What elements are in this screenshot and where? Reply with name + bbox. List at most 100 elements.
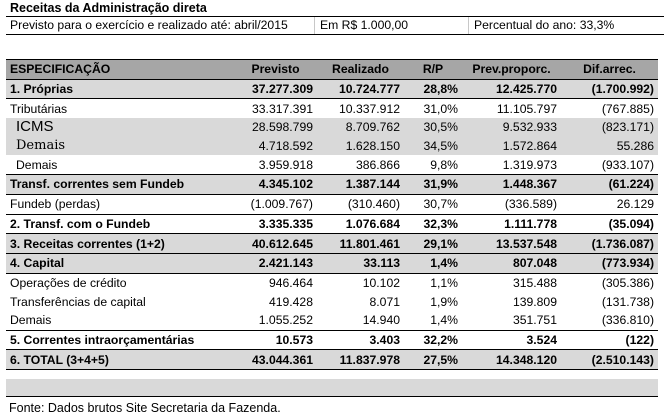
cell-prev-proporc: (336.589) bbox=[462, 194, 561, 215]
cell-prev-proporc: 12.425.770 bbox=[462, 79, 561, 100]
cell-dif-arrec: 26.129 bbox=[561, 194, 658, 215]
table-row: ICMS 28.598.799 8.709.762 30,5% 9.532.93… bbox=[6, 118, 658, 137]
header-realizado: Realizado bbox=[317, 59, 404, 80]
cell-previsto: (1.009.767) bbox=[234, 194, 317, 215]
cell-rp: 29,1% bbox=[404, 233, 462, 254]
cell-prev-proporc: 315.488 bbox=[512, 275, 557, 290]
header-previsto: Previsto bbox=[234, 59, 317, 80]
row-label: 1. Próprias bbox=[6, 79, 234, 100]
cell-prev-proporc: 1.572.864 bbox=[462, 136, 561, 156]
cell-realizado: 1.628.150 bbox=[317, 136, 404, 156]
cell-dif-arrec: (305.386) bbox=[601, 275, 654, 290]
cell-previsto: 10.573 bbox=[234, 330, 317, 351]
table-row: Operações de crédito 946.464 10.102 1,1%… bbox=[6, 273, 658, 292]
cell-dif-arrec: (1.736.087) bbox=[561, 233, 658, 254]
cell-previsto: 1.055.252 bbox=[234, 310, 317, 331]
table-row: 4. Capital 2.421.143 33.113 1,4% 807.048… bbox=[6, 253, 658, 274]
table-row: 1. Próprias 37.277.309 10.724.777 28,8% … bbox=[6, 79, 658, 100]
cell-rp: 27,5% bbox=[404, 349, 462, 370]
cell-previsto: 3.335.335 bbox=[234, 214, 317, 235]
cell-realizado: 33.113 bbox=[317, 253, 404, 274]
cell-prev-proporc: 11.105.797 bbox=[496, 101, 557, 116]
cell-previsto: 37.277.309 bbox=[234, 79, 317, 100]
cell-previsto: 4.345.102 bbox=[234, 174, 317, 195]
cell-previsto: 33.317.391 bbox=[252, 101, 313, 116]
cell-previsto: 43.044.361 bbox=[234, 349, 317, 370]
cell-prev-proporc: 3.524 bbox=[462, 330, 561, 351]
row-label: 5. Correntes intraorçamentárias bbox=[6, 330, 234, 351]
cell-dif-arrec: (131.738) bbox=[601, 294, 654, 309]
cell-realizado: 11.801.461 bbox=[317, 233, 404, 254]
header-especificacao: ESPECIFICAÇÃO bbox=[6, 59, 234, 80]
cell-prev-proporc: 351.751 bbox=[462, 310, 561, 331]
cell-prev-proporc: 139.809 bbox=[512, 294, 557, 309]
cell-realizado: 1.076.684 bbox=[317, 214, 404, 235]
cell-realizado: 14.940 bbox=[317, 310, 404, 331]
cell-prev-proporc: 1.319.973 bbox=[462, 155, 561, 176]
row-label: 3. Receitas correntes (1+2) bbox=[6, 233, 234, 254]
cell-previsto: 946.464 bbox=[268, 275, 313, 290]
header-rp: R/P bbox=[404, 59, 462, 80]
cell-prev-proporc: 13.537.548 bbox=[462, 233, 561, 254]
revenue-table: ESPECIFICAÇÃO Previsto Realizado R/P Pre… bbox=[6, 59, 658, 370]
cell-divider bbox=[468, 17, 469, 34]
report-title: Receitas da Administração direta bbox=[10, 1, 207, 15]
cell-realizado: 1.387.144 bbox=[317, 174, 404, 195]
cell-dif-arrec: (767.885) bbox=[601, 101, 654, 116]
cell-realizado: 3.403 bbox=[317, 330, 404, 351]
cell-rp: 32,3% bbox=[404, 214, 462, 235]
cell-dif-arrec: (35.094) bbox=[561, 214, 658, 235]
table-row: Demais 1.055.252 14.940 1,4% 351.751 (33… bbox=[6, 310, 658, 331]
unit-label: Em R$ 1.000,00 bbox=[320, 18, 409, 32]
header-dif-arrec: Dif.arrec. bbox=[561, 59, 658, 80]
cell-divider bbox=[314, 17, 315, 34]
cell-previsto: 419.428 bbox=[268, 294, 313, 309]
cell-rp: 31,0% bbox=[423, 101, 458, 116]
table-row: Transferências de capital 419.428 8.071 … bbox=[6, 292, 658, 311]
cell-dif-arrec: (2.510.143) bbox=[561, 349, 658, 370]
cell-rp: 31,9% bbox=[404, 174, 462, 195]
table-row-total: 6. TOTAL (3+4+5) 43.044.361 11.837.978 2… bbox=[6, 349, 658, 370]
cell-rp: 9,8% bbox=[404, 155, 462, 176]
cell-rp: 30,5% bbox=[404, 118, 462, 137]
table-header: ESPECIFICAÇÃO Previsto Realizado R/P Pre… bbox=[6, 59, 658, 80]
cell-prev-proporc: 1.448.367 bbox=[462, 174, 561, 195]
subtitle-row: Previsto para o exercício e realizado at… bbox=[6, 16, 664, 35]
table-row: Transf. correntes sem Fundeb 4.345.102 1… bbox=[6, 174, 658, 195]
row-label: 4. Capital bbox=[6, 253, 234, 274]
cell-realizado: 10.102 bbox=[362, 275, 400, 290]
cell-previsto: 40.612.645 bbox=[234, 233, 317, 254]
cell-previsto: 4.718.592 bbox=[234, 136, 317, 156]
cell-rp: 32,2% bbox=[404, 330, 462, 351]
bottom-shaded-band bbox=[6, 379, 658, 397]
cell-rp: 34,5% bbox=[404, 136, 462, 156]
cell-rp: 1,4% bbox=[404, 253, 462, 274]
row-label: Operações de crédito bbox=[10, 275, 127, 290]
cell-realizado: 386.866 bbox=[317, 155, 404, 176]
cell-realizado: (310.460) bbox=[317, 194, 404, 215]
table-row: 3. Receitas correntes (1+2) 40.612.645 1… bbox=[6, 233, 658, 254]
table-row: Fundeb (perdas) (1.009.767) (310.460) 30… bbox=[6, 194, 658, 215]
cell-dif-arrec: (336.810) bbox=[561, 310, 658, 331]
cell-previsto: 2.421.143 bbox=[234, 253, 317, 274]
cell-dif-arrec: 55.286 bbox=[561, 136, 658, 156]
cell-prev-proporc: 9.532.933 bbox=[462, 118, 561, 137]
row-label: Transferências de capital bbox=[10, 294, 146, 309]
cell-previsto: 3.959.918 bbox=[234, 155, 317, 176]
table-row: 5. Correntes intraorçamentárias 10.573 3… bbox=[6, 330, 658, 351]
table-row: Tributárias 33.317.391 10.337.912 31,0% … bbox=[6, 99, 658, 118]
cell-realizado: 10.337.912 bbox=[339, 101, 400, 116]
row-label: Demais bbox=[6, 136, 234, 156]
cell-realizado: 8.071 bbox=[369, 294, 401, 309]
cell-rp: 1,1% bbox=[430, 275, 458, 290]
source-note: Fonte: Dados brutos Site Secretaria da F… bbox=[9, 401, 281, 415]
row-label: 6. TOTAL (3+4+5) bbox=[6, 349, 234, 370]
cell-rp: 28,8% bbox=[404, 79, 462, 100]
percent-label: Percentual do ano: 33,3% bbox=[474, 18, 615, 32]
cell-dif-arrec: (1.700.992) bbox=[561, 79, 658, 100]
cell-rp: 1,9% bbox=[430, 294, 458, 309]
row-label: ICMS bbox=[6, 118, 234, 137]
cell-dif-arrec: (773.934) bbox=[561, 253, 658, 274]
header-prev-proporc: Prev.proporc. bbox=[462, 59, 561, 80]
row-label: Transf. correntes sem Fundeb bbox=[6, 174, 234, 195]
